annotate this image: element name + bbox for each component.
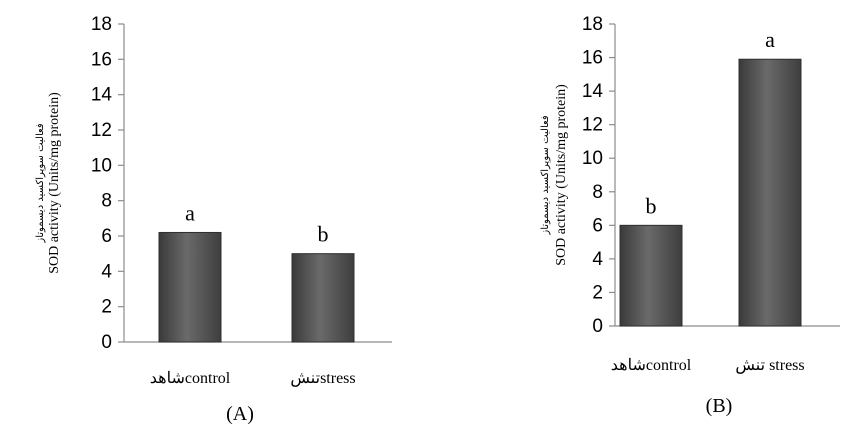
y-tick-label: 18 [582,14,603,35]
y-tick-label: 14 [91,85,113,106]
category-label: شاهدcontrol [150,370,231,387]
chart-b: 0 2 4 6 8 10 12 14 16 18 b شاهدcontrol a تنش stress SO… [540,14,840,417]
y-tick-label: 18 [91,14,112,35]
chart-a: 0 2 4 6 8 10 12 14 16 18 a شاهدcontrol b تنشstress SOD… [35,14,392,425]
category-label: شاهدcontrol [611,357,692,374]
y-tick-label: 2 [101,297,112,318]
y-tick-label: 10 [91,155,112,176]
bar-label: a [185,200,195,225]
bar-label: b [318,222,329,247]
y-axis-label-persian: فعالیت سوپراکسید دیسموتاز [540,115,551,235]
bar-2 [291,253,355,343]
bar-1 [158,231,222,343]
y-tick-label: 16 [91,49,112,70]
bar-1 [619,224,683,327]
y-axis-label-persian: فعالیت سوپراکسید دیسموتاز [35,123,46,243]
y-tick-label: 8 [101,191,112,212]
y-tick-label: 4 [592,249,603,270]
panel-label-b: (B) [706,395,733,417]
y-axis-label: SOD activity (Units/mg protein) [47,92,62,274]
category-label: تنش stress [735,357,804,374]
bar-label: a [765,27,775,52]
y-tick-label: 6 [101,226,112,247]
category-label: تنشstress [290,370,355,387]
y-tick-label: 10 [582,148,603,169]
y-tick-label: 12 [582,115,603,136]
y-tick-label: 0 [592,316,603,337]
y-tick-label: 2 [592,282,603,303]
bar-2 [738,58,802,327]
y-tick-label: 4 [101,261,112,282]
panel-label-a: (A) [226,403,254,425]
y-tick-label: 8 [592,182,603,203]
y-tick-label: 12 [91,120,112,141]
y-axis-label: SOD activity (Units/mg protein) [554,84,569,266]
y-tick-label: 16 [582,48,603,69]
y-tick-label: 0 [101,332,112,353]
bar-label: b [646,193,657,218]
y-tick-label: 6 [592,215,603,236]
y-tick-label: 14 [582,81,604,102]
